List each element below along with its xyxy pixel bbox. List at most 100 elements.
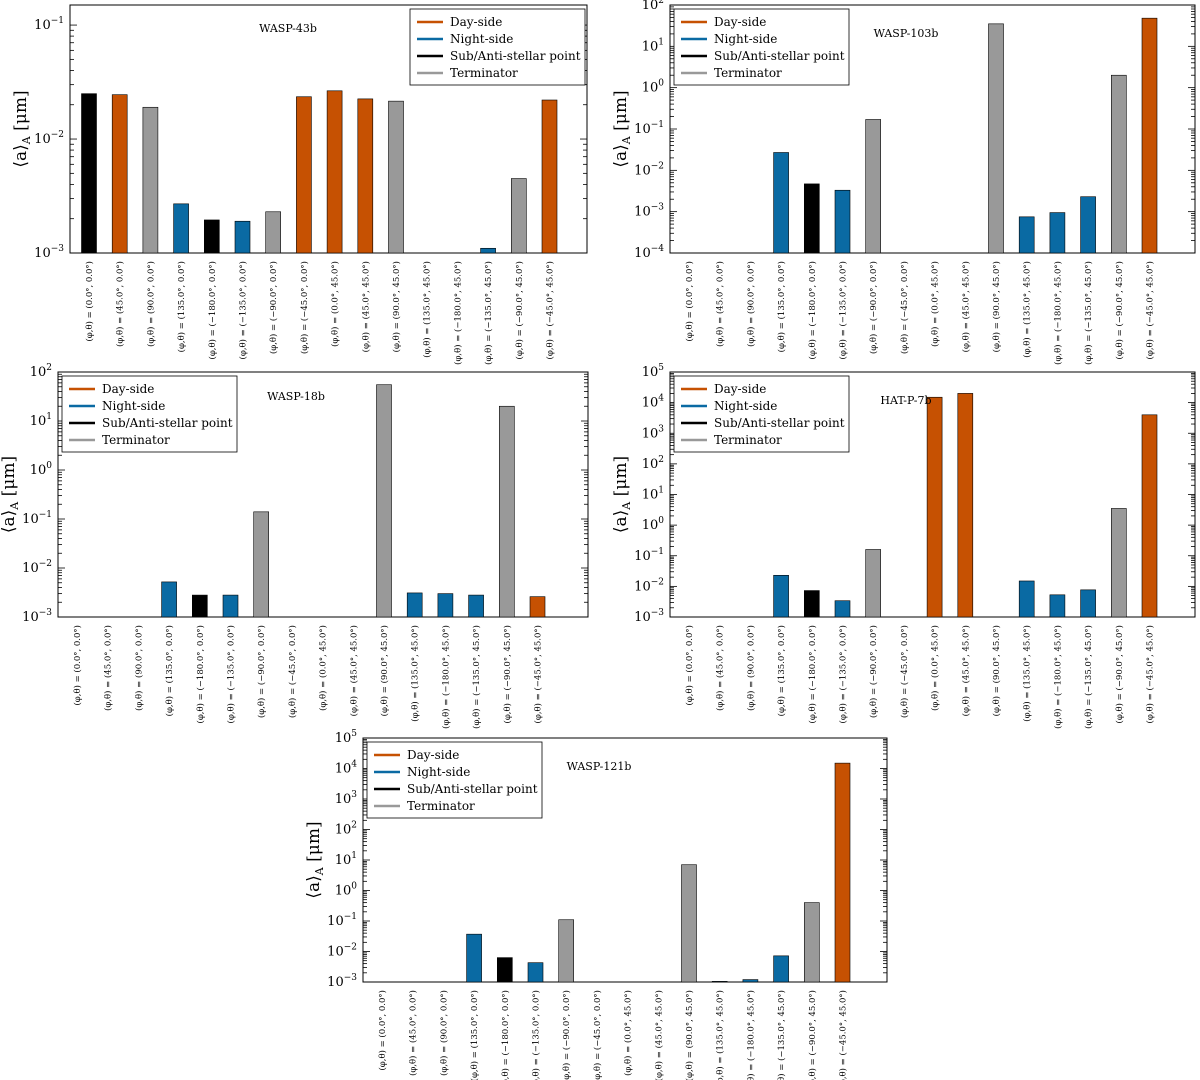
x-tick-label: (φ,θ) = (0.0°, 45.0°) bbox=[318, 625, 329, 711]
x-tick-label: (φ,θ) = (−180.0°, 45.0°) bbox=[1052, 625, 1063, 729]
y-tick-label: 104 bbox=[642, 394, 665, 411]
legend-label-day: Day-side bbox=[714, 15, 766, 29]
y-tick-label: 103 bbox=[642, 424, 665, 441]
bar-night bbox=[834, 189, 851, 254]
legend-label-day: Day-side bbox=[407, 748, 459, 762]
x-tick-label: (φ,θ) = (135.0°, 45.0°) bbox=[1022, 261, 1033, 358]
legend-label-substellar: Sub/Anti-stellar point bbox=[714, 416, 845, 430]
bar-substellar bbox=[803, 183, 820, 254]
bar-day bbox=[541, 99, 558, 254]
y-tick-label: 10−1 bbox=[634, 120, 664, 137]
bar-terminator bbox=[865, 549, 882, 618]
y-tick-label: 10−2 bbox=[634, 161, 664, 178]
bar-night bbox=[468, 594, 484, 618]
x-tick-label: (φ,θ) = (135.0°, 0.0°) bbox=[176, 261, 187, 352]
x-tick-label: (φ,θ) = (135.0°, 45.0°) bbox=[422, 261, 433, 358]
x-tick-label: (φ,θ) = (90.0°, 45.0°) bbox=[379, 625, 390, 716]
y-tick-label: 100 bbox=[30, 461, 53, 478]
x-tick-label: (φ,θ) = (−135.0°, 0.0°) bbox=[838, 625, 849, 723]
bar-day bbox=[834, 762, 851, 983]
y-tick-label: 10−2 bbox=[22, 559, 52, 576]
chart-title: HAT-P-7b bbox=[880, 394, 931, 407]
y-tick-label: 102 bbox=[642, 0, 664, 13]
legend: Day-side Night-side Sub/Anti-stellar point… bbox=[366, 741, 543, 819]
x-tick-label: (φ,θ) = (45.0°, 0.0°) bbox=[115, 261, 126, 347]
x-tick-label: (φ,θ) = (−90.0°, 0.0°) bbox=[268, 261, 279, 354]
y-tick-label: 105 bbox=[335, 729, 358, 746]
legend-label-night: Night-side bbox=[450, 32, 513, 46]
bar-substellar bbox=[192, 594, 208, 618]
x-tick-label: (φ,θ) = (90.0°, 0.0°) bbox=[438, 990, 449, 1076]
bar-night bbox=[834, 600, 851, 618]
chart-panel-1: 10−3 10−2 10−1 ⟨a⟩A [μm] (φ,θ) = (0.0°, 0.0°… bbox=[11, 4, 588, 365]
bar-terminator bbox=[265, 211, 282, 254]
x-tick-label: (φ,θ) = (−180.0°, 0.0°) bbox=[807, 625, 818, 723]
x-tick-label: (φ,θ) = (−135.0°, 45.0°) bbox=[1083, 261, 1094, 365]
bar-terminator bbox=[253, 511, 269, 618]
bar-terminator bbox=[681, 864, 697, 983]
bar-terminator bbox=[142, 106, 159, 254]
chart-panel-3: 10−3 10−2 10−1 100 101 102 ⟨a⟩A [μm] (φ,θ) = (0… bbox=[0, 363, 589, 729]
x-tick-label: (φ,θ) = (−45.0°, 45.0°) bbox=[545, 261, 556, 359]
bar-substellar bbox=[204, 219, 220, 254]
bar-night bbox=[406, 592, 423, 618]
y-axis-label: ⟨a⟩A [μm] bbox=[611, 90, 633, 167]
legend: Day-side Night-side Sub/Anti-stellar point… bbox=[673, 375, 850, 453]
legend-label-day: Day-side bbox=[102, 382, 154, 396]
x-tick-label: (φ,θ) = (−180.0°, 0.0°) bbox=[500, 990, 511, 1080]
bar-terminator bbox=[803, 902, 820, 983]
y-tick-label: 104 bbox=[335, 760, 358, 777]
x-tick-label: (φ,θ) = (45.0°, 0.0°) bbox=[715, 261, 726, 347]
x-tick-label: (φ,θ) = (−135.0°, 0.0°) bbox=[238, 261, 249, 359]
bar-night bbox=[234, 220, 251, 254]
x-tick-label: (φ,θ) = (0.0°, 45.0°) bbox=[930, 261, 941, 347]
bar-terminator bbox=[376, 384, 392, 618]
y-tick-label: 10−3 bbox=[327, 973, 357, 990]
x-tick-label: (φ,θ) = (−45.0°, 0.0°) bbox=[592, 990, 603, 1080]
x-tick-label: (φ,θ) = (−180.0°, 45.0°) bbox=[452, 261, 463, 365]
y-axis-label: ⟨a⟩A [μm] bbox=[611, 456, 633, 533]
y-tick-label: 105 bbox=[642, 363, 665, 380]
bar-night bbox=[1049, 212, 1066, 254]
x-tick-label: (φ,θ) = (135.0°, 0.0°) bbox=[164, 625, 175, 716]
y-tick-label: 102 bbox=[642, 455, 664, 472]
y-tick-label: 101 bbox=[30, 412, 52, 429]
chart-panel-2: 10−4 10−3 10−2 10−1 100 101 102 ⟨a⟩A [μm] (φ,θ) … bbox=[611, 0, 1196, 365]
bar-day bbox=[1141, 414, 1158, 618]
bar-substellar bbox=[496, 957, 513, 983]
bar-substellar bbox=[803, 590, 820, 618]
x-tick-label: (φ,θ) = (90.0°, 45.0°) bbox=[991, 625, 1002, 716]
legend-label-substellar: Sub/Anti-stellar point bbox=[450, 49, 581, 63]
bar-night bbox=[1080, 196, 1096, 254]
chart-title: WASP-121b bbox=[567, 760, 632, 773]
bar-night bbox=[1080, 589, 1096, 618]
y-tick-label: 10−3 bbox=[22, 608, 52, 625]
legend-label-night: Night-side bbox=[407, 765, 470, 779]
y-tick-label: 101 bbox=[642, 486, 664, 503]
x-tick-label: (φ,θ) = (−45.0°, 0.0°) bbox=[287, 625, 298, 718]
x-tick-label: (φ,θ) = (−45.0°, 45.0°) bbox=[1145, 261, 1156, 359]
bar-day bbox=[296, 96, 312, 254]
legend-label-terminator: Terminator bbox=[714, 433, 782, 447]
x-tick-label: (φ,θ) = (−135.0°, 0.0°) bbox=[226, 625, 237, 723]
x-tick-label: (φ,θ) = (135.0°, 0.0°) bbox=[776, 625, 787, 716]
y-tick-label: 100 bbox=[335, 882, 358, 899]
x-tick-label: (φ,θ) = (0.0°, 0.0°) bbox=[72, 625, 83, 706]
x-tick-label: (φ,θ) = (0.0°, 0.0°) bbox=[684, 625, 695, 706]
y-tick-label: 10−4 bbox=[634, 244, 664, 261]
x-tick-label: (φ,θ) = (90.0°, 45.0°) bbox=[991, 261, 1002, 352]
chart-title: WASP-103b bbox=[874, 27, 939, 40]
y-axis-label: ⟨a⟩A [μm] bbox=[11, 90, 33, 167]
x-tick-label: (φ,θ) = (−135.0°, 0.0°) bbox=[838, 261, 849, 359]
x-tick-label: (φ,θ) = (−45.0°, 0.0°) bbox=[299, 261, 310, 354]
y-tick-label: 103 bbox=[335, 790, 358, 807]
bar-night bbox=[773, 955, 789, 983]
x-tick-label: (φ,θ) = (45.0°, 45.0°) bbox=[960, 625, 971, 716]
x-tick-label: (φ,θ) = (−135.0°, 45.0°) bbox=[1083, 625, 1094, 729]
x-tick-label: (φ,θ) = (45.0°, 45.0°) bbox=[653, 990, 664, 1080]
y-tick-label: 10−2 bbox=[634, 577, 664, 594]
y-tick-label: 102 bbox=[30, 363, 52, 380]
legend-label-terminator: Terminator bbox=[450, 66, 518, 80]
y-tick-label: 10−3 bbox=[34, 244, 64, 261]
bar-terminator bbox=[510, 178, 527, 254]
